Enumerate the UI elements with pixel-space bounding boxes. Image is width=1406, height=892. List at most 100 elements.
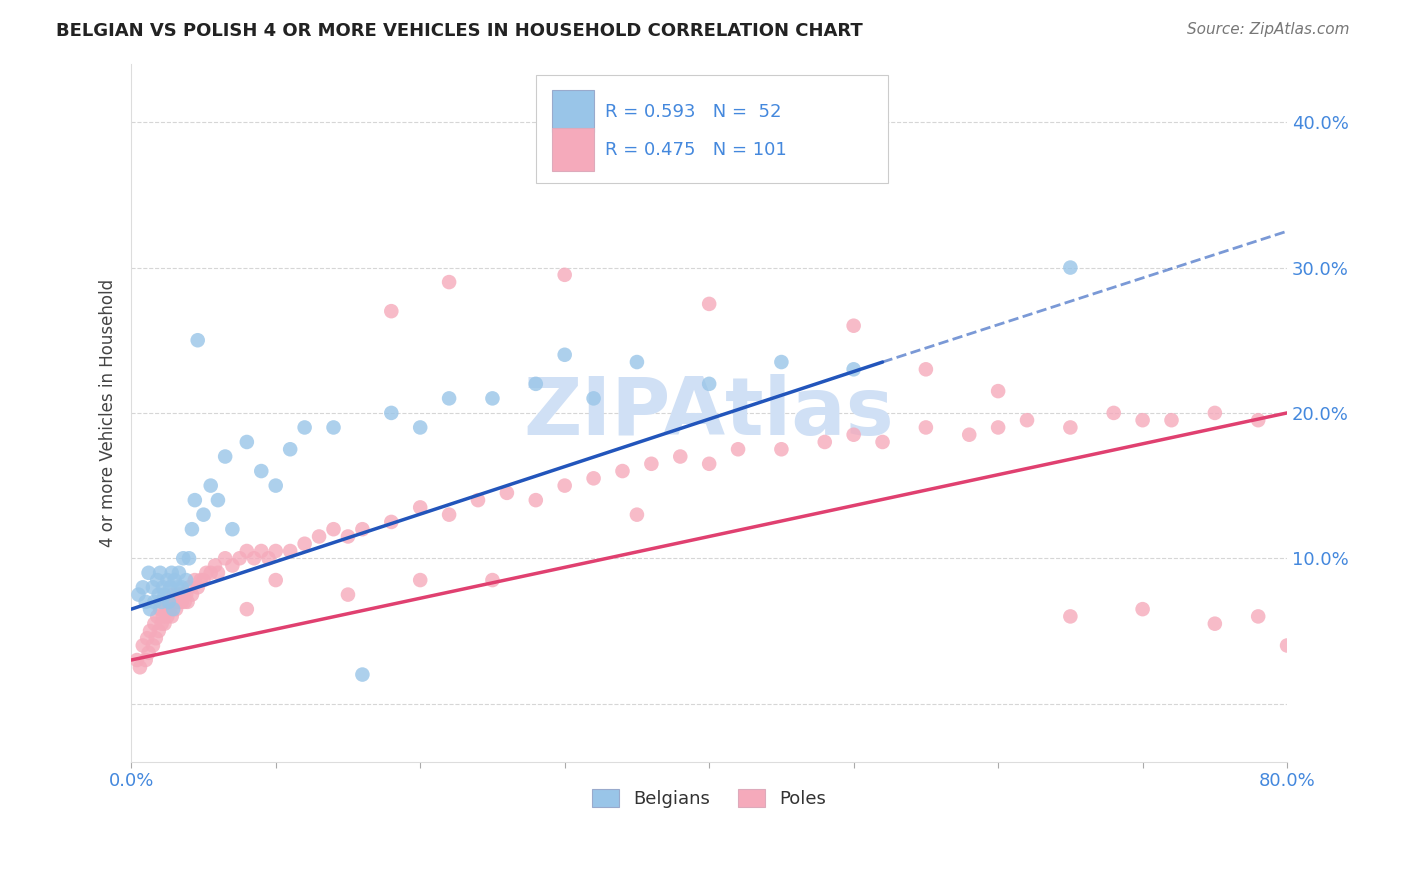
Point [160, 609, 183, 624]
Point [129, 660, 152, 674]
Point [159, 602, 181, 616]
Point [170, 595, 193, 609]
Point [669, 450, 692, 464]
Point [236, 544, 259, 558]
Point [770, 442, 793, 457]
Point [187, 333, 209, 347]
Point [1132, 602, 1154, 616]
Point [172, 588, 194, 602]
Point [146, 573, 169, 587]
Point [842, 427, 865, 442]
Point [145, 631, 167, 645]
Point [352, 522, 374, 536]
Y-axis label: 4 or more Vehicles in Household: 4 or more Vehicles in Household [100, 279, 117, 547]
Point [136, 631, 159, 645]
Point [135, 653, 157, 667]
Point [163, 573, 186, 587]
Point [814, 435, 837, 450]
Point [200, 478, 222, 492]
Point [380, 406, 402, 420]
Point [143, 595, 166, 609]
Point [166, 580, 188, 594]
Point [157, 595, 180, 609]
Point [152, 580, 174, 594]
Point [409, 420, 432, 434]
Point [190, 573, 212, 587]
Point [207, 566, 229, 580]
Point [1204, 616, 1226, 631]
Point [181, 522, 204, 536]
Point [149, 566, 172, 580]
Text: R = 0.475   N = 101: R = 0.475 N = 101 [605, 141, 787, 159]
FancyBboxPatch shape [536, 75, 889, 183]
Text: BELGIAN VS POLISH 4 OR MORE VEHICLES IN HOUSEHOLD CORRELATION CHART: BELGIAN VS POLISH 4 OR MORE VEHICLES IN … [56, 22, 863, 40]
Point [142, 639, 165, 653]
Point [139, 602, 162, 616]
Text: Source: ZipAtlas.com: Source: ZipAtlas.com [1187, 22, 1350, 37]
Point [167, 595, 190, 609]
Point [250, 544, 273, 558]
Point [524, 493, 547, 508]
Point [437, 508, 460, 522]
Point [554, 348, 576, 362]
Point [174, 588, 197, 602]
Point [278, 544, 301, 558]
Point [481, 573, 503, 587]
Point [172, 551, 194, 566]
Point [987, 420, 1010, 434]
Point [236, 435, 259, 450]
FancyBboxPatch shape [553, 90, 593, 132]
Point [697, 457, 720, 471]
Point [496, 486, 519, 500]
Point [156, 609, 179, 624]
Point [152, 609, 174, 624]
Point [193, 573, 215, 587]
Point [177, 551, 200, 566]
Legend: Belgians, Poles: Belgians, Poles [585, 781, 834, 815]
Point [524, 376, 547, 391]
Point [264, 573, 287, 587]
Point [1204, 406, 1226, 420]
Point [170, 580, 193, 594]
Point [264, 478, 287, 492]
Point [200, 566, 222, 580]
Point [174, 573, 197, 587]
Point [166, 588, 188, 602]
Point [153, 616, 176, 631]
Point [195, 566, 218, 580]
Point [138, 646, 160, 660]
Point [582, 392, 605, 406]
Point [163, 595, 186, 609]
Point [1160, 413, 1182, 427]
Point [308, 529, 330, 543]
Point [162, 588, 184, 602]
Point [155, 602, 177, 616]
Point [1015, 413, 1038, 427]
Point [165, 602, 187, 616]
Point [257, 551, 280, 566]
Point [127, 588, 149, 602]
Point [915, 362, 938, 376]
Point [125, 653, 148, 667]
Point [187, 580, 209, 594]
Point [1247, 609, 1270, 624]
Point [727, 442, 749, 457]
Point [153, 588, 176, 602]
Point [148, 588, 170, 602]
Point [173, 595, 195, 609]
Point [243, 551, 266, 566]
Point [409, 500, 432, 515]
Point [467, 493, 489, 508]
FancyBboxPatch shape [553, 128, 593, 170]
Point [437, 392, 460, 406]
Point [1275, 639, 1298, 653]
Point [207, 493, 229, 508]
Point [214, 450, 236, 464]
Point [554, 478, 576, 492]
Point [612, 464, 634, 478]
Point [987, 384, 1010, 398]
Point [554, 268, 576, 282]
Point [322, 420, 344, 434]
Point [1059, 260, 1081, 275]
Point [582, 471, 605, 485]
